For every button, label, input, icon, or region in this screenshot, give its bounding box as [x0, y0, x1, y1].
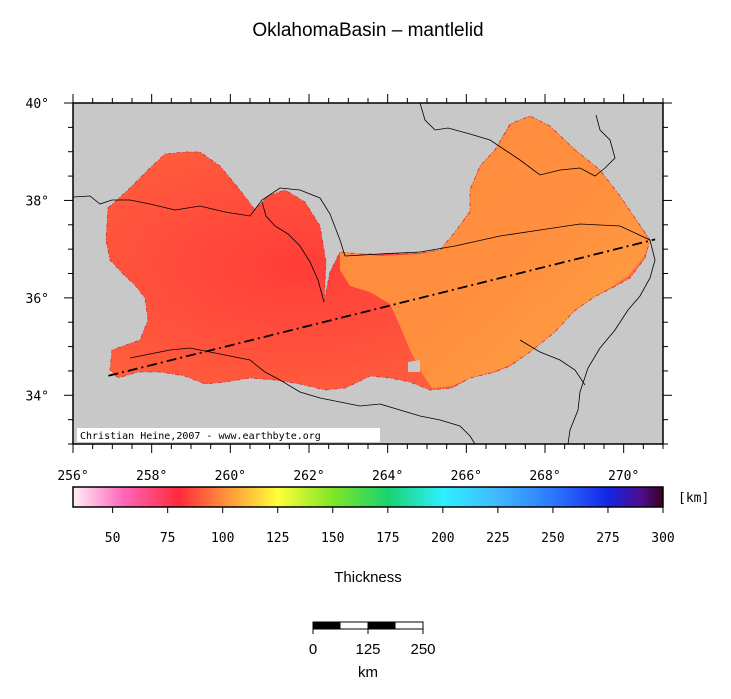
- colorbar-tick-label: 175: [376, 531, 399, 546]
- y-tick-label: 36°: [26, 292, 49, 307]
- scale-label-125: 125: [355, 641, 380, 658]
- boundary-central: [261, 201, 325, 303]
- colorbar: [72, 486, 664, 508]
- colorbar-tick-label: 250: [541, 531, 564, 546]
- y-tick-label: 34°: [26, 389, 49, 404]
- colorbar-tick-label: 150: [321, 531, 344, 546]
- colorbar-tick-label: 75: [160, 531, 176, 546]
- colorbar-tick-label: 275: [596, 531, 619, 546]
- scale-unit: km: [358, 664, 378, 681]
- scale-label-250: 250: [410, 641, 435, 658]
- river-east: [567, 239, 656, 444]
- map-title: OklahomaBasin – mantlelid: [252, 20, 483, 41]
- x-tick-labels: 256° 258° 260° 262° 264° 266° 268° 270°: [57, 469, 639, 484]
- colorbar-tick-label: 100: [211, 531, 234, 546]
- colorbar-tick-label: 125: [266, 531, 289, 546]
- credit-text: Christian Heine,2007 - www.earthbyte.org: [80, 431, 321, 442]
- credit-box: [77, 428, 380, 442]
- river-south: [129, 347, 476, 444]
- x-tick-label: 264°: [372, 469, 403, 484]
- colorbar-ticks: 50 75 100 125 150 175 200 225 250 275 300: [105, 507, 675, 546]
- x-tick-label: 270°: [608, 469, 639, 484]
- colorbar-tick-label: 50: [105, 531, 121, 546]
- border-southeast: [519, 339, 586, 386]
- boundary-lines: [73, 103, 656, 444]
- profile-line: [108, 238, 656, 377]
- scale-bar-seg-3: [368, 622, 396, 629]
- state-boundary-mid: [344, 223, 651, 257]
- colorbar-tick-label: 200: [431, 531, 454, 546]
- map-content: Christian Heine,2007 - www.earthbyte.org: [73, 103, 656, 444]
- x-tick-label: 266°: [451, 469, 482, 484]
- x-tick-label: 258°: [136, 469, 167, 484]
- gray-notch: [408, 360, 420, 372]
- y-tick-label: 40°: [26, 97, 49, 112]
- frame-ticks: [64, 94, 672, 453]
- colorbar-label: Thickness: [334, 569, 402, 586]
- x-tick-label: 256°: [57, 469, 88, 484]
- y-tick-labels: 34° 36° 38° 40°: [26, 97, 49, 404]
- colorbar-tick-label: 225: [486, 531, 509, 546]
- state-boundary-north: [73, 187, 346, 257]
- y-tick-label: 38°: [26, 194, 49, 209]
- basin-east-lobe: [340, 116, 650, 388]
- river-north: [419, 103, 616, 177]
- x-tick-label: 262°: [293, 469, 324, 484]
- colorbar-tick-label: 300: [651, 531, 674, 546]
- scale-bar: 0 125 250 km: [309, 621, 436, 681]
- scale-bar-seg-1: [313, 622, 341, 629]
- scale-label-0: 0: [309, 641, 317, 658]
- x-tick-label: 260°: [215, 469, 246, 484]
- x-tick-label: 268°: [529, 469, 560, 484]
- colorbar-unit: [km]: [678, 491, 709, 506]
